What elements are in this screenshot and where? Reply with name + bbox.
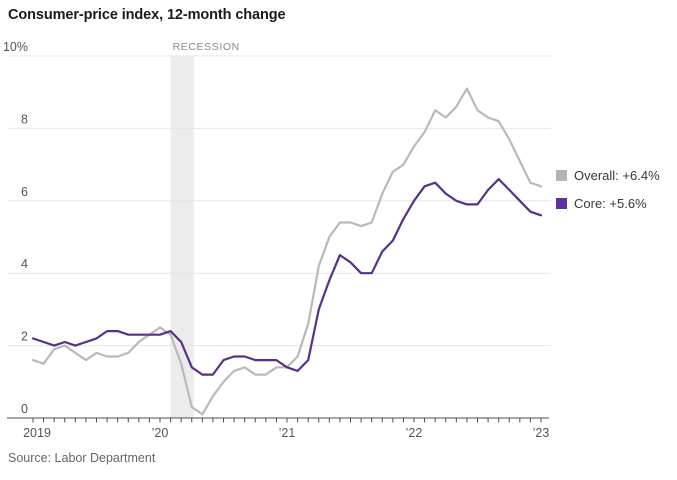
svg-text:6: 6 [21, 185, 28, 199]
legend-item-overall: Overall: +6.4% [556, 168, 660, 183]
gridlines [7, 55, 551, 419]
x-axis-labels: 2019 ’20 ’21 ’22 ’23 [23, 426, 549, 440]
svg-text:4: 4 [21, 257, 28, 271]
chart-title: Consumer-price index, 12-month change [8, 7, 286, 23]
svg-text:’23: ’23 [533, 426, 550, 440]
recession-band [170, 56, 194, 418]
svg-text:2: 2 [21, 330, 28, 344]
svg-text:8: 8 [21, 112, 28, 126]
svg-text:’20: ’20 [152, 426, 169, 440]
y-axis-labels: 0 2 4 6 8 10% [3, 40, 28, 416]
core-series-swatch-icon [556, 198, 567, 209]
overall-series-swatch-icon [556, 170, 567, 181]
svg-text:’22: ’22 [406, 426, 423, 440]
legend-item-core: Core: +5.6% [556, 196, 660, 211]
legend-overall-label: Overall: +6.4% [574, 168, 660, 183]
recession-label: RECESSION [173, 41, 240, 53]
source-note: Source: Labor Department [8, 451, 156, 465]
svg-text:2019: 2019 [23, 426, 51, 440]
svg-text:0: 0 [21, 402, 28, 416]
legend-core-label: Core: +5.6% [574, 196, 647, 211]
svg-text:10%: 10% [3, 40, 28, 54]
series-lines [31, 87, 543, 416]
svg-text:’21: ’21 [279, 426, 296, 440]
legend: Overall: +6.4% Core: +5.6% [556, 168, 660, 211]
x-axis-ticks [32, 418, 542, 423]
